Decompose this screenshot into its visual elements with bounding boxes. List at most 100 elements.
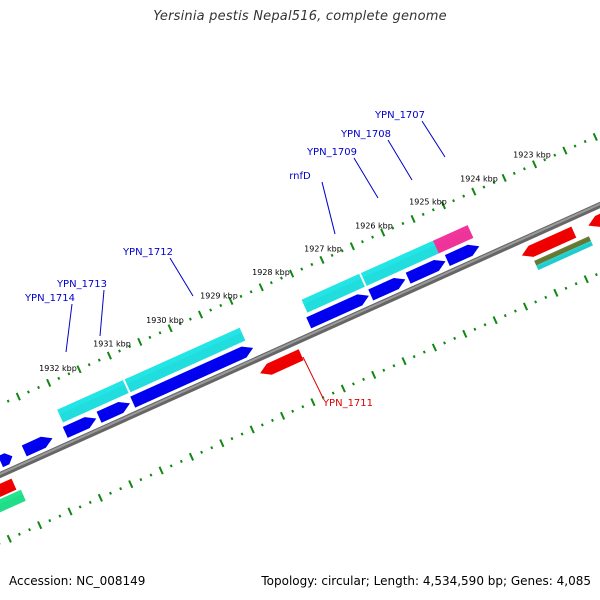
tick-mark <box>188 317 192 321</box>
tick-mark <box>319 255 325 264</box>
gene-arrow-1711-body <box>260 349 304 375</box>
gene-arrow-rnfD <box>306 294 369 329</box>
tick-mark <box>219 439 225 448</box>
tick-mark <box>167 324 173 333</box>
tick-mark <box>553 153 557 157</box>
tick-mark <box>583 139 587 144</box>
tick-mark <box>188 452 195 461</box>
gene-arrow-1713 <box>96 402 130 423</box>
tick-mark <box>401 357 407 366</box>
gene-arrow-1708 <box>405 260 446 284</box>
tick-mark <box>169 464 173 468</box>
tick-mark <box>228 296 234 305</box>
tick-mark <box>331 391 335 395</box>
tick-mark <box>592 132 598 142</box>
tick-mark <box>522 302 529 311</box>
tick-mark <box>289 269 295 278</box>
tick-mark <box>109 491 112 495</box>
gene-label: YPN_1714 <box>24 293 75 304</box>
feature-cyan-lower-gloss <box>536 240 592 268</box>
tick-mark <box>67 372 71 376</box>
gene-arrow-left-red-body <box>0 478 17 497</box>
tick-mark <box>148 335 152 339</box>
tick-mark <box>240 432 244 436</box>
tick-mark <box>573 144 577 148</box>
tick-mark <box>330 253 334 257</box>
gene-arrow-right-1-gloss <box>528 226 574 250</box>
tick-mark <box>401 221 405 226</box>
tick-mark <box>362 377 366 381</box>
tick-mark <box>58 514 62 518</box>
tick-mark <box>412 355 416 359</box>
gene-arrow-left-1-gloss <box>21 436 43 450</box>
tick-label: 1927 kbp <box>304 245 342 254</box>
tick-mark <box>501 173 507 182</box>
tick-mark <box>209 308 213 312</box>
tick-mark <box>483 323 487 327</box>
tick-mark <box>67 507 73 516</box>
backbone-highlight <box>0 202 600 476</box>
tick-mark <box>269 281 273 285</box>
cds-feature-1714-gloss <box>57 380 125 415</box>
gene-arrow-left-red <box>0 478 17 497</box>
tick-mark <box>15 392 21 401</box>
gene-arrow-left-2-body <box>0 453 13 468</box>
tick-mark <box>158 331 162 335</box>
tick-mark <box>391 226 395 230</box>
leader-line <box>99 289 105 337</box>
gene-arrow-1711 <box>260 349 304 375</box>
tick-mark <box>280 276 283 280</box>
tick-mark <box>230 437 234 441</box>
tick-mark <box>310 262 314 267</box>
tick-mark <box>178 322 182 326</box>
gene-label: YPN_1708 <box>340 129 391 140</box>
tick-mark <box>392 364 396 368</box>
tick-mark <box>553 288 559 297</box>
tick-mark <box>443 341 446 345</box>
gene-arrow-1708-body <box>405 260 446 284</box>
gene-label: YPN_1712 <box>122 247 173 258</box>
tick-label: 1923 kbp <box>513 151 551 160</box>
tick-mark <box>452 199 456 203</box>
leader-line <box>169 257 194 297</box>
tick-mark <box>410 214 416 223</box>
gene-arrow-1714 <box>62 417 97 438</box>
gene-arrow-left-2-gloss <box>0 453 7 460</box>
tick-mark <box>76 365 82 374</box>
tick-label: 1926 kbp <box>355 222 393 231</box>
tick-mark <box>340 249 344 253</box>
tick-mark <box>543 158 547 162</box>
tick-mark <box>422 350 426 354</box>
tick-mark <box>48 518 52 523</box>
cds-feature-1709 <box>360 240 439 286</box>
tick-mark <box>219 303 223 308</box>
inner-ruler <box>0 273 598 545</box>
gene-arrow-rnfD-body <box>306 294 369 329</box>
leader-line <box>65 303 73 353</box>
tick-mark <box>249 290 253 294</box>
tick-mark <box>310 398 316 407</box>
gene-label: YPN_1707 <box>374 110 425 121</box>
tick-mark <box>544 295 548 299</box>
tick-mark <box>361 240 364 244</box>
tick-mark <box>462 194 466 198</box>
cds-feature-1709-gloss <box>360 240 435 278</box>
accession-text: Accession: NC_008149 <box>9 574 146 588</box>
gene-arrow-1712-body <box>130 346 254 408</box>
leader-line <box>302 356 324 399</box>
tick-mark <box>380 228 386 237</box>
tick-mark <box>197 310 204 319</box>
tick-mark <box>431 343 437 352</box>
cds-feature-1712-body <box>124 327 246 393</box>
tick-mark <box>583 275 589 284</box>
tick-mark <box>564 286 568 290</box>
gene-label: rnfD <box>289 171 311 182</box>
gene-arrow-1707 <box>444 244 480 266</box>
tick-label: 1929 kbp <box>200 291 238 300</box>
tick-mark <box>6 399 10 403</box>
tick-mark <box>440 201 446 210</box>
feature-layer <box>0 213 600 513</box>
gene-arrow-right-2-body <box>588 213 600 227</box>
tick-mark <box>139 478 143 482</box>
